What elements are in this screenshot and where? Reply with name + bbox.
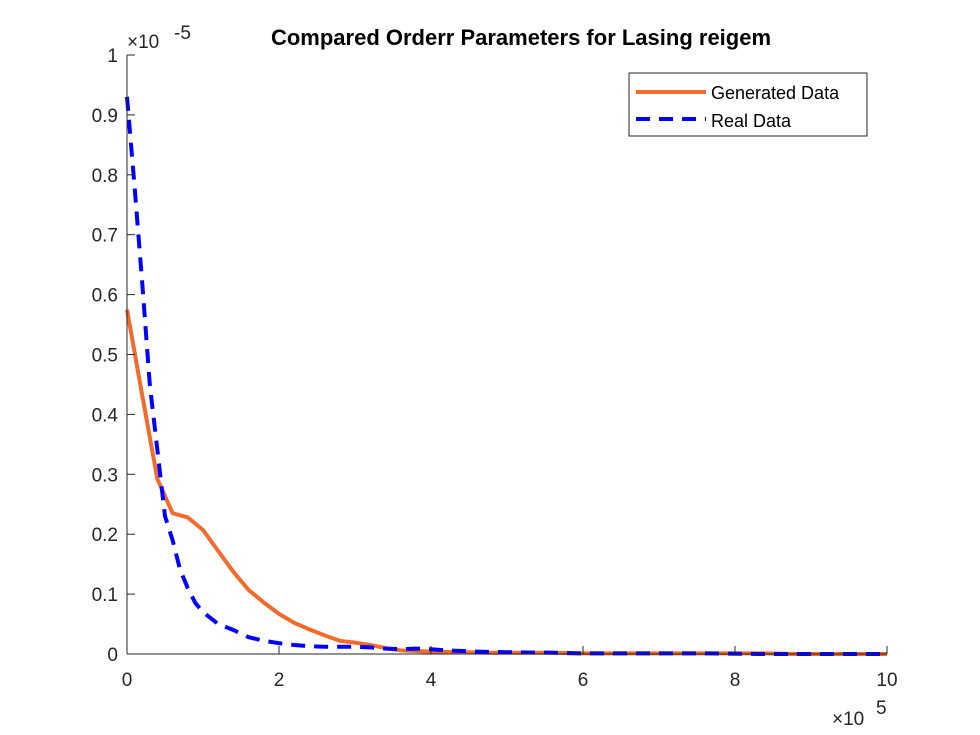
y-tick-label: 0.8 [92, 166, 118, 187]
axes-background [127, 55, 887, 654]
x-tick-label: 8 [730, 670, 741, 691]
plot-area: 0 2 4 6 8 10 0 0.1 0.2 0.3 0.4 0.5 0.6 0.7 0.8 0.9 1 [92, 46, 898, 691]
y-tick-label: 0.6 [92, 286, 118, 307]
y-tick-label: 0.2 [92, 525, 118, 546]
x-exponent-label: ×10 5 [832, 698, 887, 730]
x-exponent-base-value: 10 [843, 709, 864, 730]
y-tick-label: 0.9 [92, 106, 118, 127]
legend-label-generated-data: Generated Data [711, 83, 840, 103]
y-tick-label: 0.4 [92, 405, 119, 426]
x-ticks: 0 2 4 6 8 10 [122, 646, 898, 691]
y-exponent-base-value: 10 [138, 32, 159, 53]
y-tick-label: 0.7 [92, 226, 118, 247]
x-exponent-base: ×10 [832, 709, 864, 730]
y-exponent-base: ×10 [127, 32, 159, 53]
y-exponent-label: ×10 -5 [127, 23, 191, 53]
series-layer [125, 96, 887, 656]
x-tick-label: 4 [426, 670, 437, 691]
y-ticks: 0 0.1 0.2 0.3 0.4 0.5 0.6 0.7 0.8 0.9 1 [92, 46, 135, 666]
chart-title: Compared Orderr Parameters for Lasing re… [271, 25, 771, 50]
series-line-real-data [125, 96, 887, 656]
legend: Generated Data Real Data [628, 72, 868, 137]
x-tick-label: 10 [876, 670, 897, 691]
y-tick-label: 1 [107, 46, 118, 67]
y-tick-label: 0.5 [92, 346, 118, 367]
y-tick-label: 0.1 [92, 585, 118, 606]
x-tick-label: 2 [274, 670, 285, 691]
x-tick-label: 0 [122, 670, 133, 691]
legend-label-real-data: Real Data [711, 111, 792, 131]
y-exponent-power: -5 [174, 23, 191, 44]
x-tick-label: 6 [578, 670, 589, 691]
y-tick-label: 0.3 [92, 465, 118, 486]
y-tick-label: 0 [107, 645, 118, 666]
legend-box [628, 72, 868, 137]
x-exponent-power: 5 [876, 698, 887, 719]
